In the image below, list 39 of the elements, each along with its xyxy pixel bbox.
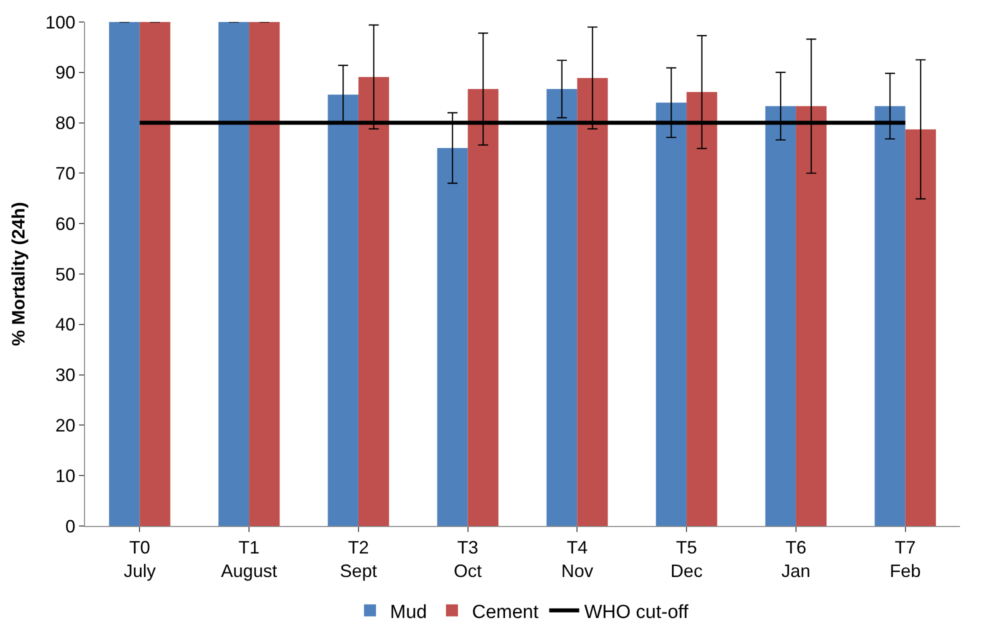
bar xyxy=(218,22,250,526)
y-tick-label: 50 xyxy=(55,264,76,284)
y-tick-label: 100 xyxy=(45,12,76,32)
y-tick-label: 0 xyxy=(65,516,76,536)
bar xyxy=(468,89,498,526)
bar xyxy=(686,92,718,526)
y-tick-label: 80 xyxy=(55,113,76,134)
legend-label: WHO cut-off xyxy=(584,602,690,623)
x-tick-label: T4 Nov xyxy=(561,538,594,581)
x-tick-label: T3 Oct xyxy=(454,538,482,581)
bar xyxy=(437,148,468,526)
legend-label: Cement xyxy=(472,602,540,623)
x-tick-label: T5 Dec xyxy=(670,538,703,581)
bar xyxy=(577,78,608,526)
bar xyxy=(656,102,687,526)
bar xyxy=(358,76,390,526)
y-tick-label: 60 xyxy=(55,214,76,234)
x-tick-label: T6 Jan xyxy=(781,538,810,581)
y-tick-label: 70 xyxy=(55,164,76,184)
legend-label: Mud xyxy=(390,602,427,623)
bar xyxy=(765,106,796,526)
y-tick-label: 30 xyxy=(55,365,76,386)
bar xyxy=(109,22,140,526)
x-tick-label: T2 Sept xyxy=(340,538,377,581)
y-tick-label: 20 xyxy=(55,416,76,436)
bar xyxy=(796,106,827,526)
x-tick-label: T7 Feb xyxy=(890,538,921,581)
bar xyxy=(140,22,170,526)
y-tick-label: 40 xyxy=(55,314,76,335)
y-tick-label: 10 xyxy=(55,466,76,486)
bar xyxy=(905,129,936,526)
x-tick-label: T0 July xyxy=(124,538,156,581)
bar xyxy=(874,106,906,526)
y-tick-label: 90 xyxy=(55,62,76,83)
bar xyxy=(249,22,280,526)
x-tick-label: T1 August xyxy=(221,538,278,581)
bar xyxy=(546,89,578,526)
y-axis-title: % Mortality (24h) xyxy=(8,202,29,346)
bar xyxy=(328,94,358,526)
